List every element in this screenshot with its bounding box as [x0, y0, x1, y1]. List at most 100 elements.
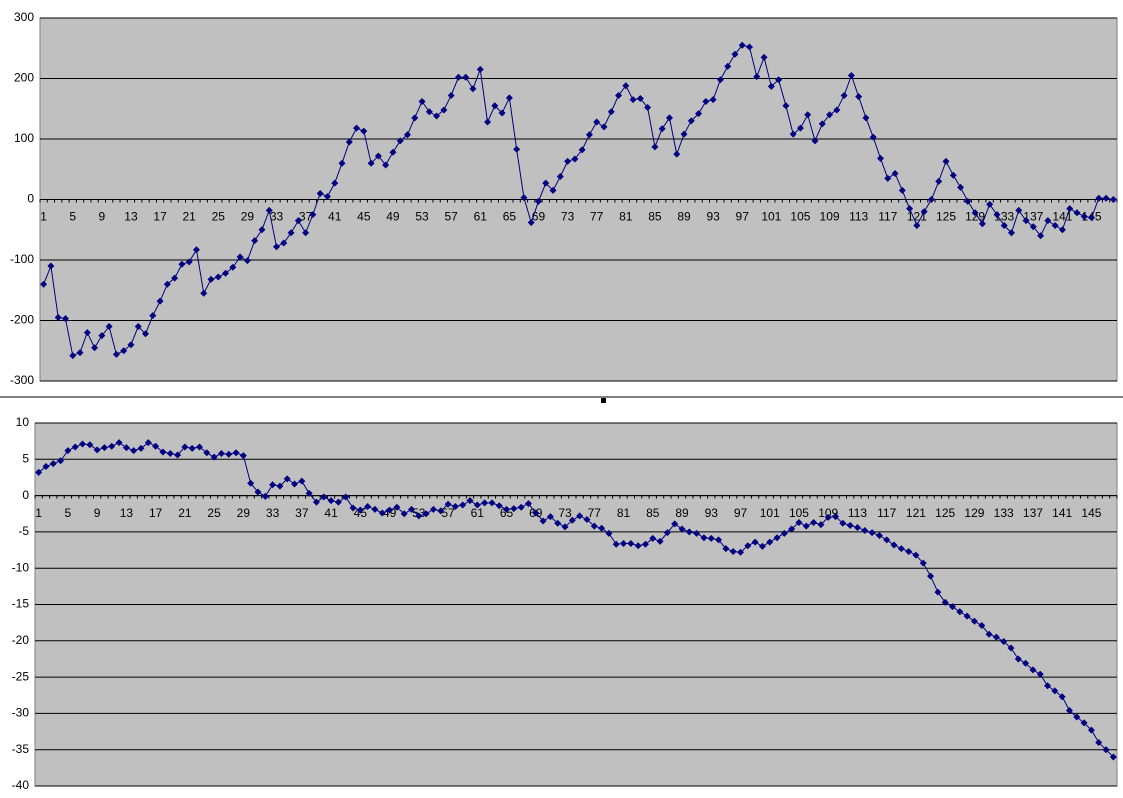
data-point [561, 523, 569, 531]
data-point [91, 344, 99, 352]
data-point [462, 73, 470, 81]
data-point [949, 171, 957, 179]
data-point [1000, 638, 1008, 646]
data-point [495, 502, 503, 510]
data-point [775, 76, 783, 84]
x-tick-label: 101 [760, 506, 780, 520]
data-point [671, 520, 679, 528]
data-point [309, 211, 317, 219]
data-point [473, 501, 481, 509]
x-tick-label: 1 [40, 210, 47, 224]
data-point [451, 502, 459, 510]
data-point [935, 177, 943, 185]
data-point [115, 439, 123, 447]
data-point [334, 498, 342, 506]
data-point [767, 82, 775, 90]
data-point [236, 253, 244, 261]
data-point [665, 114, 673, 122]
data-point [47, 262, 55, 270]
data-point [590, 522, 598, 530]
data-point [488, 499, 496, 507]
x-tick-label: 41 [324, 506, 338, 520]
x-tick-label: 13 [120, 506, 134, 520]
data-point [207, 275, 215, 283]
data-point [105, 323, 113, 331]
data-point [35, 468, 43, 476]
y-tick-label: 0 [27, 192, 34, 206]
data-point [400, 510, 408, 518]
data-point [641, 540, 649, 548]
data-point [1058, 693, 1066, 701]
data-point [978, 220, 986, 228]
data-point [280, 239, 288, 247]
data-point [780, 529, 788, 537]
data-point [396, 137, 404, 145]
data-point [612, 540, 620, 548]
data-point [891, 169, 899, 177]
x-tick-label: 85 [646, 506, 660, 520]
x-tick-label: 109 [820, 210, 840, 224]
y-tick-label: 100 [14, 131, 34, 145]
x-tick-label: 89 [677, 210, 691, 224]
data-point [1029, 666, 1037, 674]
data-point [788, 525, 796, 533]
data-point [1080, 719, 1088, 727]
data-point [634, 542, 642, 550]
data-point [1037, 232, 1045, 240]
data-point [247, 479, 255, 487]
data-point [527, 218, 535, 226]
data-point [491, 102, 499, 110]
data-point [203, 449, 211, 457]
data-point [585, 131, 593, 139]
data-point [382, 161, 390, 169]
data-point [156, 297, 164, 305]
data-point [920, 208, 928, 216]
data-point [833, 106, 841, 114]
y-tick-label: 200 [14, 71, 34, 85]
data-point [142, 330, 150, 338]
x-tick-label: 37 [295, 506, 309, 520]
data-point [678, 525, 686, 533]
y-tick-label: -15 [12, 597, 30, 611]
data-point [1051, 222, 1059, 230]
data-point [738, 41, 746, 49]
data-point [802, 522, 810, 530]
data-point [503, 505, 511, 513]
data-point [152, 442, 160, 450]
x-tick-label: 113 [849, 210, 868, 224]
x-tick-label: 81 [617, 506, 631, 520]
data-point [571, 155, 579, 163]
data-point [722, 545, 730, 553]
data-point [137, 444, 145, 452]
data-point [513, 145, 521, 153]
data-point [758, 542, 766, 550]
data-point [149, 312, 157, 320]
data-point [1073, 713, 1081, 721]
data-point [875, 532, 883, 540]
x-tick-label: 105 [790, 210, 810, 224]
data-point [302, 229, 310, 237]
data-point [360, 127, 368, 135]
x-tick-label: 5 [69, 210, 76, 224]
data-point [327, 497, 335, 505]
data-point [1015, 206, 1023, 214]
data-point [539, 517, 547, 525]
data-point [408, 505, 416, 513]
data-point [265, 206, 273, 214]
y-tick-label: -35 [12, 742, 30, 756]
x-tick-label: 33 [266, 506, 280, 520]
data-point [469, 85, 477, 93]
data-point [993, 211, 1001, 219]
data-point [556, 173, 564, 181]
data-point [1036, 670, 1044, 678]
data-point [1102, 194, 1110, 202]
data-point [283, 475, 291, 483]
x-tick-label: 93 [705, 506, 719, 520]
data-point [1007, 644, 1015, 652]
data-point [1080, 212, 1088, 220]
data-point [957, 183, 965, 191]
data-point [195, 443, 203, 451]
data-point [906, 205, 914, 213]
data-point [607, 108, 615, 116]
data-point [534, 197, 542, 205]
